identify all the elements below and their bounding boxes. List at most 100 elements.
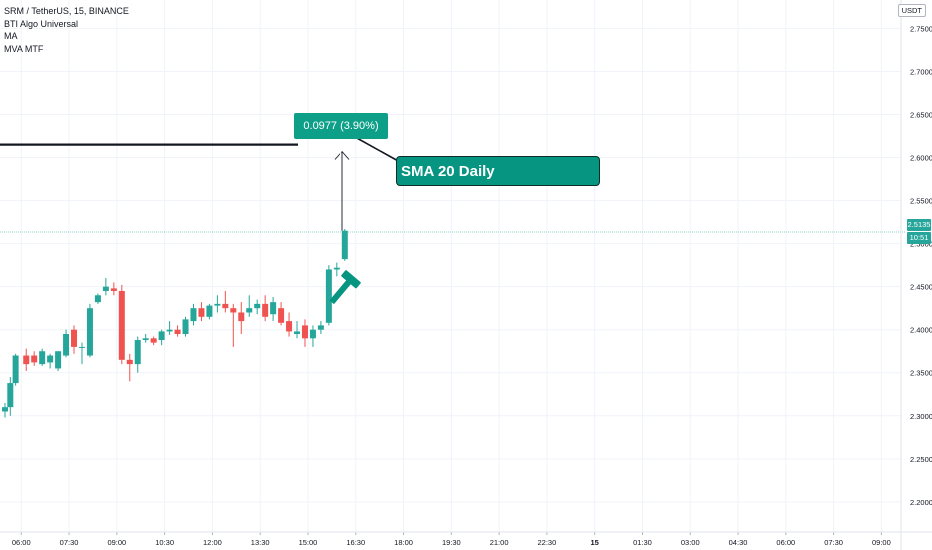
price-tick-label: 2.6500 xyxy=(910,110,932,119)
time-tick-label: 09:00 xyxy=(872,538,891,547)
grid-lines xyxy=(0,0,906,532)
candle xyxy=(262,295,269,322)
candle-body xyxy=(301,325,308,339)
candle-body xyxy=(238,312,245,322)
sma20-daily-line xyxy=(0,136,401,163)
candle xyxy=(182,316,189,337)
candle xyxy=(47,353,54,369)
candle xyxy=(55,351,62,372)
candle-body xyxy=(246,308,253,313)
candle-body xyxy=(333,267,340,270)
price-tick-label: 2.2500 xyxy=(910,455,932,464)
candle xyxy=(134,336,141,373)
candle xyxy=(286,312,293,337)
candle xyxy=(102,278,109,296)
indicator-mva-mtf[interactable]: MVA MTF xyxy=(4,43,44,54)
indicator-bti[interactable]: BTI Algo Universal xyxy=(4,18,79,29)
candle xyxy=(254,299,261,315)
time-tick-label: 07:30 xyxy=(60,538,79,547)
candle xyxy=(86,303,93,358)
candle-body xyxy=(86,308,93,356)
candle xyxy=(333,262,340,277)
candle-body xyxy=(94,295,101,303)
candle-body xyxy=(134,340,141,365)
price-tick-label: 2.4500 xyxy=(910,283,932,292)
candle xyxy=(23,348,30,372)
candle xyxy=(126,353,133,382)
time-tick-label: 15 xyxy=(591,538,599,547)
price-tick-label: 2.3500 xyxy=(910,369,932,378)
symbol-title[interactable]: SRM / TetherUS, 15, BINANCE xyxy=(4,6,129,16)
candle xyxy=(94,293,101,304)
candle xyxy=(78,342,85,365)
candle-body xyxy=(294,331,301,335)
candle xyxy=(230,303,237,347)
time-tick-label: 04:30 xyxy=(729,538,748,547)
sma-callout: SMA 20 Daily xyxy=(396,156,600,186)
time-tick-label: 09:00 xyxy=(107,538,126,547)
candle-body xyxy=(325,269,332,323)
candle-body xyxy=(142,338,149,341)
candle xyxy=(174,325,181,337)
candle-body xyxy=(214,303,221,306)
measure-tool xyxy=(334,150,350,231)
candle-body xyxy=(230,308,237,313)
candle xyxy=(158,329,165,346)
measure-label: 0.0977 (3.90%) 977 xyxy=(294,113,388,158)
candle-body xyxy=(166,329,173,332)
candle-body xyxy=(317,325,324,330)
candle xyxy=(206,303,213,320)
candle-body xyxy=(126,359,133,365)
candle xyxy=(7,377,14,416)
candle-body xyxy=(102,286,109,291)
candle xyxy=(270,296,277,322)
candle xyxy=(142,334,149,343)
time-tick-label: 19:30 xyxy=(442,538,461,547)
currency-label[interactable]: USDT xyxy=(897,4,926,17)
callout-connector xyxy=(354,136,401,163)
candle xyxy=(110,282,117,296)
time-tick-label: 13:30 xyxy=(251,538,270,547)
indicator-ma[interactable]: MA xyxy=(4,31,18,41)
measure-arrowhead xyxy=(334,150,350,160)
candle-body xyxy=(150,338,157,343)
candle xyxy=(238,302,245,335)
candle-body xyxy=(278,308,285,323)
candle xyxy=(71,325,78,354)
candle-body xyxy=(309,329,316,339)
candle xyxy=(341,228,348,261)
time-tick-label: 06:00 xyxy=(12,538,31,547)
candle xyxy=(118,284,125,365)
candle-body xyxy=(47,355,54,363)
candle xyxy=(325,265,332,326)
candle xyxy=(190,303,197,326)
candle-body xyxy=(262,303,269,317)
candle-body xyxy=(198,308,205,317)
price-tick-label: 2.4000 xyxy=(910,326,932,335)
countdown-tag: 10:51 xyxy=(907,232,931,244)
price-tick-label: 2.5000 xyxy=(910,240,932,249)
candle-body xyxy=(12,355,19,384)
candle xyxy=(166,321,173,335)
candle xyxy=(278,302,285,326)
candle xyxy=(2,402,8,418)
candle xyxy=(317,321,324,335)
candle xyxy=(150,336,157,346)
time-tick-label: 16:30 xyxy=(346,538,365,547)
candle xyxy=(294,321,301,339)
candle-body xyxy=(110,288,117,291)
time-axis: 06:00 07:30 09:00 10:30 12:00 13:30 15:00 16:30… xyxy=(0,531,932,547)
candle xyxy=(222,290,229,313)
candle-body xyxy=(7,383,14,408)
candle xyxy=(12,353,19,386)
price-tick-label: 2.3000 xyxy=(910,412,932,421)
candle xyxy=(301,319,308,347)
time-tick-label: 21:00 xyxy=(490,538,509,547)
candle-body xyxy=(78,346,85,348)
time-tick-label: 15:00 xyxy=(299,538,318,547)
candle-body xyxy=(182,319,189,335)
candle-body xyxy=(341,230,348,260)
candle xyxy=(309,325,316,347)
time-tick-label: 03:00 xyxy=(681,538,700,547)
